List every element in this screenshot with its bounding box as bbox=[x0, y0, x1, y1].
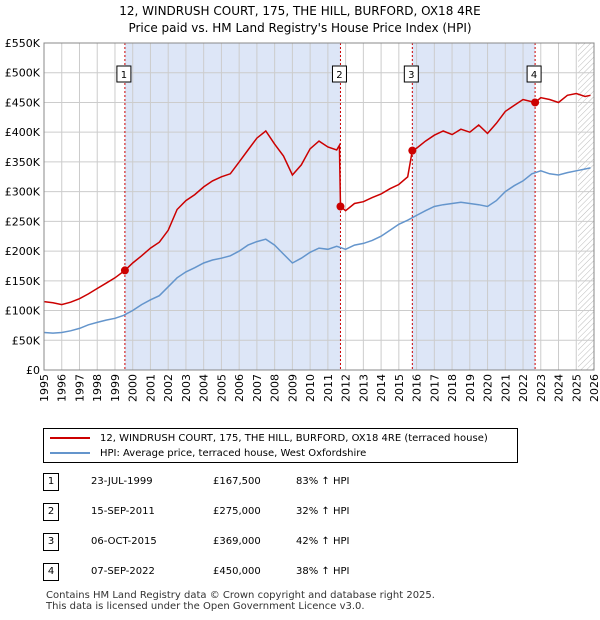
sale-row: 1 23-JUL-1999 £167,500 83% ↑ HPI bbox=[43, 473, 573, 503]
sale-row: 4 07-SEP-2022 £450,000 38% ↑ HPI bbox=[43, 563, 573, 593]
x-tick-label: 2023 bbox=[535, 374, 548, 402]
x-tick-label: 2014 bbox=[375, 374, 388, 402]
sale-date: 15-SEP-2011 bbox=[91, 506, 155, 517]
y-tick-label: £400K bbox=[5, 126, 41, 139]
sale-hpi-change: 32% ↑ HPI bbox=[296, 506, 350, 517]
footer-licence: This data is licensed under the Open Gov… bbox=[46, 601, 365, 612]
x-tick-label: 2022 bbox=[517, 374, 530, 402]
sale-date: 23-JUL-1999 bbox=[91, 476, 153, 487]
x-tick-label: 1998 bbox=[91, 374, 104, 402]
x-tick-label: 2010 bbox=[304, 374, 317, 402]
sale-row: 2 15-SEP-2011 £275,000 32% ↑ HPI bbox=[43, 503, 573, 533]
chart-title: 12, WINDRUSH COURT, 175, THE HILL, BURFO… bbox=[119, 4, 481, 18]
y-tick-label: £350K bbox=[5, 156, 41, 169]
x-tick-label: 2012 bbox=[340, 374, 353, 402]
sale-hpi-change: 42% ↑ HPI bbox=[296, 536, 350, 547]
sale-marker-box bbox=[116, 65, 132, 83]
sale-date: 07-SEP-2022 bbox=[91, 566, 155, 577]
y-tick-label: £0 bbox=[26, 364, 40, 377]
x-tick-label: 2020 bbox=[482, 374, 495, 402]
sale-hpi-change: 38% ↑ HPI bbox=[296, 566, 350, 577]
legend-label-property: 12, WINDRUSH COURT, 175, THE HILL, BURFO… bbox=[100, 432, 488, 444]
sale-point bbox=[531, 98, 540, 107]
chart-subtitle: Price paid vs. HM Land Registry's House … bbox=[128, 21, 472, 35]
y-tick-label: £100K bbox=[5, 305, 41, 318]
chart-legend: 12, WINDRUSH COURT, 175, THE HILL, BURFO… bbox=[43, 428, 518, 463]
footer-copyright: Contains HM Land Registry data © Crown c… bbox=[46, 590, 435, 601]
x-tick-label: 2025 bbox=[570, 374, 583, 402]
property-price-line bbox=[43, 92, 591, 306]
x-tick-label: 2013 bbox=[357, 374, 370, 402]
x-tick-label: 2011 bbox=[322, 374, 335, 402]
x-tick-label: 2015 bbox=[393, 374, 406, 402]
forecast-hatch bbox=[578, 43, 594, 370]
x-tick-label: 1997 bbox=[73, 374, 86, 402]
y-tick-label: £300K bbox=[5, 186, 41, 199]
hpi-line bbox=[43, 167, 591, 334]
x-tick-label: 1996 bbox=[56, 374, 69, 402]
x-tick-label: 2004 bbox=[198, 374, 211, 402]
legend-item-hpi: HPI: Average price, terraced house, West… bbox=[50, 446, 366, 460]
y-tick-label: £550K bbox=[5, 37, 41, 50]
sale-point bbox=[336, 202, 345, 211]
sale-number-badge: 4 bbox=[43, 563, 59, 581]
sale-marker-box bbox=[526, 65, 542, 83]
x-tick-label: 2008 bbox=[269, 374, 282, 402]
y-tick-label: £200K bbox=[5, 245, 41, 258]
x-tick-label: 2018 bbox=[446, 374, 459, 402]
x-tick-label: 2026 bbox=[588, 374, 600, 402]
x-tick-label: 1999 bbox=[109, 374, 122, 402]
sale-price: £369,000 bbox=[213, 536, 261, 547]
sale-marker-label: 1 bbox=[121, 70, 127, 81]
y-tick-label: £450K bbox=[5, 96, 41, 109]
sale-price: £275,000 bbox=[213, 506, 261, 517]
sale-number-badge: 2 bbox=[43, 503, 59, 521]
legend-swatch-property bbox=[50, 437, 90, 439]
plot-frame bbox=[43, 42, 595, 371]
x-tick-label: 2000 bbox=[127, 374, 140, 402]
sale-row: 3 06-OCT-2015 £369,000 42% ↑ HPI bbox=[43, 533, 573, 563]
sale-marker-box bbox=[403, 65, 419, 83]
sale-point bbox=[408, 146, 417, 155]
footer-notice: Contains HM Land Registry data © Crown c… bbox=[46, 590, 435, 612]
x-tick-label: 2024 bbox=[553, 374, 566, 402]
x-tick-label: 2017 bbox=[428, 374, 441, 402]
x-tick-label: 2002 bbox=[162, 374, 175, 402]
x-tick-label: 1995 bbox=[38, 374, 51, 402]
sale-number-badge: 3 bbox=[43, 533, 59, 551]
sale-marker-label: 3 bbox=[408, 70, 414, 81]
sales-table: 1 23-JUL-1999 £167,500 83% ↑ HPI 2 15-SE… bbox=[43, 473, 573, 593]
x-tick-label: 2009 bbox=[286, 374, 299, 402]
sale-number-badge: 1 bbox=[43, 473, 59, 491]
x-tick-label: 2021 bbox=[499, 374, 512, 402]
x-tick-label: 2016 bbox=[411, 374, 424, 402]
x-tick-label: 2019 bbox=[464, 374, 477, 402]
shaded-period bbox=[412, 43, 536, 370]
sale-price: £450,000 bbox=[213, 566, 261, 577]
y-tick-label: £150K bbox=[5, 275, 41, 288]
sale-marker-label: 4 bbox=[531, 70, 537, 81]
y-tick-label: £50K bbox=[12, 334, 41, 347]
sale-hpi-change: 83% ↑ HPI bbox=[296, 476, 350, 487]
price-chart: £0 £50K £100K £150K £200K £250K £300K £350K £400… bbox=[5, 37, 600, 402]
sale-marker-label: 2 bbox=[336, 70, 342, 81]
sale-marker-box bbox=[331, 65, 347, 83]
x-tick-label: 2003 bbox=[180, 374, 193, 402]
shaded-period bbox=[124, 43, 341, 370]
x-tick-label: 2007 bbox=[251, 374, 264, 402]
legend-item-property: 12, WINDRUSH COURT, 175, THE HILL, BURFO… bbox=[50, 431, 488, 445]
x-tick-label: 2001 bbox=[144, 374, 157, 402]
y-tick-label: £500K bbox=[5, 67, 41, 80]
sale-point bbox=[120, 266, 129, 275]
sale-price: £167,500 bbox=[213, 476, 261, 487]
x-tick-label: 2006 bbox=[233, 374, 246, 402]
sale-date: 06-OCT-2015 bbox=[91, 536, 157, 547]
legend-label-hpi: HPI: Average price, terraced house, West… bbox=[100, 447, 367, 459]
legend-swatch-hpi bbox=[50, 452, 90, 454]
x-tick-label: 2005 bbox=[215, 374, 228, 402]
y-tick-label: £250K bbox=[5, 215, 41, 228]
